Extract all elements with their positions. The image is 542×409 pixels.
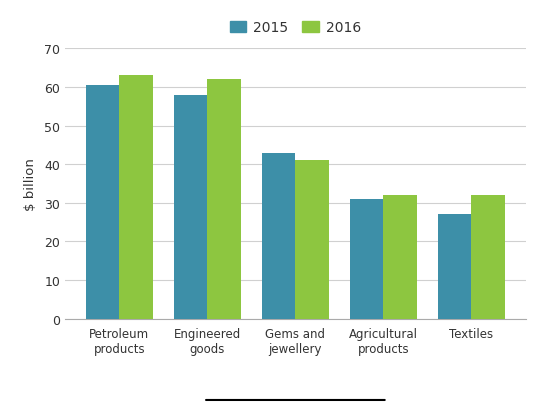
Y-axis label: $ billion: $ billion — [24, 158, 37, 210]
Bar — [350, 200, 383, 319]
Bar — [208, 80, 241, 319]
Bar — [438, 215, 472, 319]
Bar — [262, 153, 295, 319]
Bar — [295, 161, 329, 319]
Legend: 2015, 2016: 2015, 2016 — [224, 16, 367, 40]
Bar — [86, 86, 119, 319]
Bar — [383, 196, 417, 319]
Bar — [119, 76, 153, 319]
Bar — [472, 196, 505, 319]
Bar — [174, 95, 208, 319]
